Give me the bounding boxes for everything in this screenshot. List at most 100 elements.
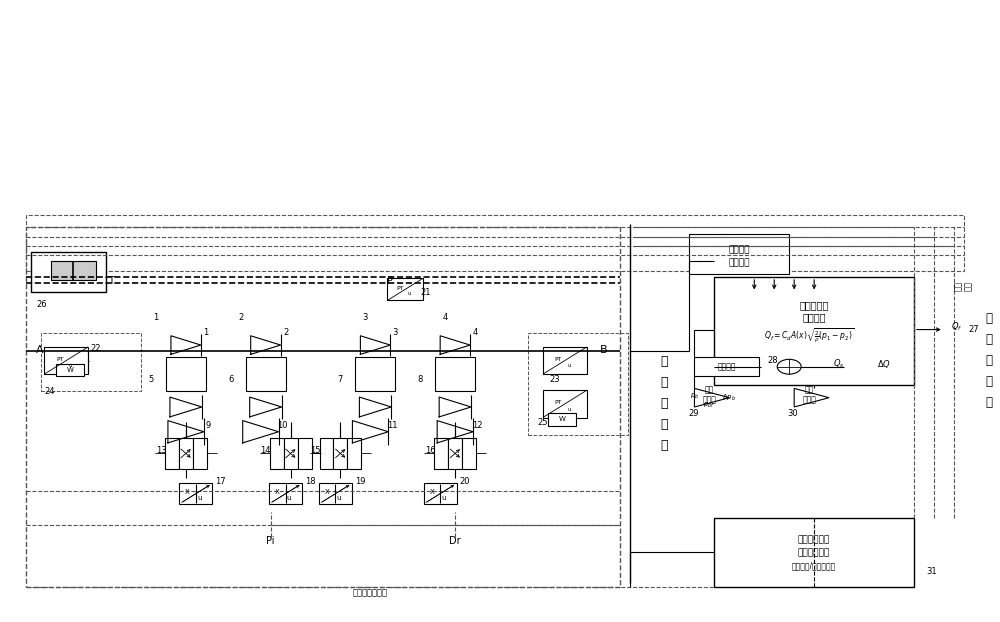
Text: 电反馈外闭环: 电反馈外闭环 — [798, 536, 830, 545]
Text: 6: 6 — [228, 374, 233, 384]
Bar — [528, 333, 628, 435]
Bar — [387, 278, 423, 300]
Text: 计算模块: 计算模块 — [802, 312, 826, 322]
Text: 5: 5 — [148, 374, 154, 384]
Text: 工况要求: 工况要求 — [718, 362, 737, 371]
Text: Pi: Pi — [266, 536, 275, 546]
Bar — [179, 483, 212, 504]
Bar — [548, 413, 576, 425]
Text: X: X — [185, 489, 190, 494]
Text: $Q_f = C_d A(x)\sqrt{\frac{2}{\rho}(p_1-p_2)}$: $Q_f = C_d A(x)\sqrt{\frac{2}{\rho}(p_1-… — [764, 327, 854, 345]
Text: 10: 10 — [277, 421, 288, 430]
Text: 7: 7 — [338, 374, 343, 384]
Text: 2: 2 — [238, 313, 243, 322]
Text: 4: 4 — [472, 328, 478, 337]
Bar — [270, 438, 284, 469]
Text: 控制算法模块: 控制算法模块 — [798, 548, 830, 557]
Text: 位移
检测: 位移 检测 — [954, 281, 973, 291]
Text: u: u — [287, 494, 291, 501]
Text: W: W — [67, 367, 74, 373]
Text: 20: 20 — [460, 477, 470, 486]
Text: 温度补偿: 温度补偿 — [729, 258, 750, 267]
Text: $\Delta Q$: $\Delta Q$ — [877, 358, 891, 369]
Text: 28: 28 — [767, 356, 778, 365]
Bar — [26, 215, 964, 271]
Text: PT: PT — [56, 356, 63, 361]
Bar — [284, 438, 298, 469]
Bar — [424, 483, 457, 504]
Text: T: T — [108, 276, 114, 286]
Text: 4: 4 — [443, 313, 448, 322]
Bar — [56, 364, 84, 376]
Bar — [44, 347, 88, 374]
Text: 11: 11 — [387, 421, 398, 430]
Bar — [26, 228, 620, 587]
Text: B: B — [600, 345, 607, 355]
Text: 19: 19 — [355, 477, 366, 486]
Text: W: W — [558, 416, 565, 422]
Text: 压力检测: 压力检测 — [729, 246, 750, 255]
Text: u: u — [567, 363, 571, 368]
Bar — [193, 438, 207, 469]
Text: 比较
放大器: 比较 放大器 — [802, 385, 816, 405]
Text: 25: 25 — [538, 418, 548, 427]
Bar — [298, 438, 312, 469]
Bar — [462, 438, 476, 469]
Text: 9: 9 — [205, 421, 210, 430]
Bar — [41, 333, 141, 391]
Text: 14: 14 — [260, 446, 271, 455]
Text: X: X — [325, 489, 330, 494]
Bar — [333, 438, 347, 469]
Text: P: P — [387, 276, 393, 286]
Text: 1: 1 — [203, 328, 208, 337]
Text: $p_b$: $p_b$ — [690, 392, 699, 401]
Text: u: u — [441, 494, 446, 501]
Text: 17: 17 — [215, 477, 226, 486]
Polygon shape — [794, 388, 829, 407]
Text: u: u — [407, 291, 411, 296]
Text: 26: 26 — [36, 300, 47, 309]
Text: 15: 15 — [310, 446, 321, 455]
Text: 23: 23 — [550, 374, 560, 384]
Text: 13: 13 — [156, 446, 166, 455]
Text: 电磁铁控制电源: 电磁铁控制电源 — [353, 588, 388, 597]
Bar — [166, 358, 206, 391]
Text: u: u — [197, 494, 201, 501]
Text: 18: 18 — [305, 477, 316, 486]
Text: 2: 2 — [283, 328, 288, 337]
Bar — [319, 483, 352, 504]
Text: 误差
放大器: 误差 放大器 — [702, 385, 716, 405]
Bar — [694, 358, 759, 376]
Bar — [179, 438, 193, 469]
Text: X: X — [275, 489, 280, 494]
Text: 21: 21 — [420, 288, 430, 297]
Text: 22: 22 — [91, 343, 101, 353]
Bar — [31, 252, 106, 292]
Text: 24: 24 — [44, 387, 55, 396]
Bar — [246, 358, 286, 391]
Text: PT: PT — [554, 400, 562, 405]
Bar — [355, 358, 395, 391]
Bar — [543, 390, 587, 417]
Bar — [320, 438, 333, 469]
Bar — [689, 234, 789, 274]
Text: PT: PT — [396, 285, 404, 290]
Text: u: u — [69, 363, 72, 368]
Text: 31: 31 — [926, 567, 937, 575]
Text: 30: 30 — [787, 409, 797, 417]
Bar — [714, 277, 914, 385]
Text: 3: 3 — [363, 313, 368, 322]
Text: 12: 12 — [472, 421, 482, 430]
Bar — [435, 358, 475, 391]
Text: 8: 8 — [418, 374, 423, 384]
Text: $\Delta p_b$: $\Delta p_b$ — [722, 392, 736, 403]
Text: 16: 16 — [425, 446, 436, 455]
Bar — [714, 519, 914, 587]
Bar — [165, 438, 179, 469]
Bar — [269, 483, 302, 504]
Text: 3: 3 — [393, 328, 398, 337]
Bar — [434, 438, 448, 469]
Text: 29: 29 — [688, 409, 699, 417]
Text: 27: 27 — [968, 325, 979, 334]
Text: 电
控
外
闭
环: 电 控 外 闭 环 — [985, 312, 992, 409]
